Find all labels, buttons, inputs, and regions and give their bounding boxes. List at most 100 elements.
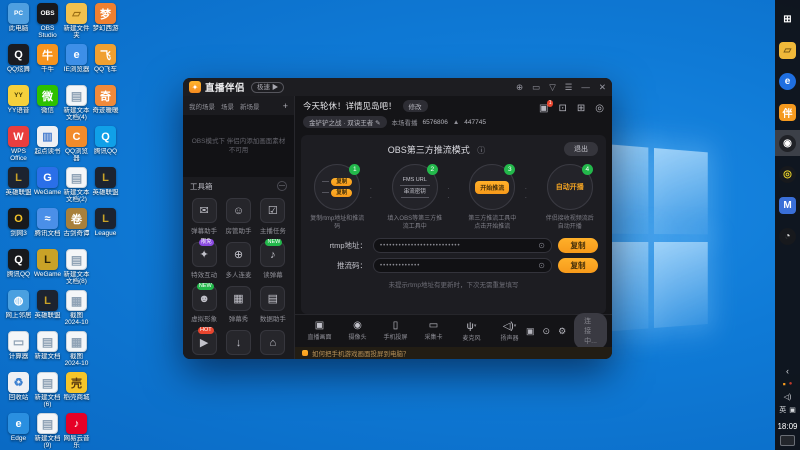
record-icon[interactable]: ▣ (526, 325, 535, 336)
taskbar-clock[interactable]: 18:09 (777, 422, 798, 431)
desktop-icon[interactable]: Q 腾讯QQ (4, 248, 33, 289)
toolbar-item[interactable]: ▭ 采集卡 (417, 320, 450, 342)
desktop-icon[interactable]: W WPS Office (4, 125, 33, 166)
tool-item[interactable]: ☺ 房管助手 (221, 198, 255, 235)
tool-item[interactable]: ⊕ 多人连麦 (221, 242, 255, 279)
show-desktop-button[interactable] (780, 435, 795, 446)
desktop-icon[interactable]: ▭ 计算器 (4, 330, 33, 371)
window-titlebar[interactable]: ✦ 直播伴侣 极速 ▶ ⊕ ▭ ▽ ☰ — ✕ (183, 78, 612, 96)
desktop-icon[interactable]: L WeGame (33, 248, 62, 289)
taskbar-app[interactable]: 伴 (775, 99, 800, 125)
add-scene-button[interactable]: + (282, 100, 288, 111)
desktop-icon[interactable]: 奇 奇迹暖暖 (91, 84, 120, 125)
toolbar-item[interactable]: ▣ 直播画面 (303, 320, 336, 342)
taskbar-app[interactable]: ◎ (775, 161, 800, 187)
copy-key-button[interactable]: 复制 (558, 258, 598, 273)
tool-item[interactable]: ☑ 主播任务 (256, 198, 290, 235)
desktop-icon[interactable]: ▤ 新建文本文档(4) (62, 84, 91, 125)
desktop-icon[interactable]: 梦 梦幻西游 (91, 2, 120, 43)
desktop-icon[interactable]: G WeGame (33, 166, 62, 207)
input-language-indicator[interactable]: 英 (779, 406, 787, 414)
desktop-icon[interactable]: 卷 古剑奇谭 (62, 207, 91, 248)
exit-obs-mode-button[interactable]: 退出 (564, 142, 598, 156)
desktop-icon[interactable]: O 剑网3 (4, 207, 33, 248)
stream-key-input[interactable]: ••••••••••••• ⊙ (373, 258, 552, 273)
desktop-icon[interactable]: L 英雄联盟 (33, 289, 62, 330)
desktop-icon[interactable]: Q 腾讯QQ (91, 125, 120, 166)
tool-item[interactable]: ✉ 弹幕助手 (187, 198, 221, 235)
show-password-icon[interactable]: ⊙ (538, 241, 545, 250)
tool-item[interactable]: ☻ NEW 虚拟形象 (187, 283, 221, 323)
connect-status-button[interactable]: 连接中... (574, 313, 607, 349)
desktop-icon[interactable]: C QQ浏览器 (62, 125, 91, 166)
tool-item[interactable]: ⌂ 活动中心 (256, 330, 290, 359)
desktop-icon[interactable]: e Edge (4, 412, 33, 450)
desktop-icon[interactable]: PC 此电脑 (4, 2, 33, 43)
toolbar-item[interactable]: ◉ 摄像头 (341, 320, 374, 342)
tip-text[interactable]: 如何把手机游戏画面投屏到电脑？ (312, 351, 410, 358)
desktop-icon[interactable]: e IE浏览器 (62, 43, 91, 84)
taskbar-app[interactable]: ◔ (775, 223, 800, 249)
desktop-icon[interactable]: ▤ 新建文档(9) (33, 412, 62, 450)
tool-item[interactable]: ✦ 限免 特效互动 (187, 239, 221, 279)
desktop-icon[interactable]: ▤ 新建文本文档(8) (62, 248, 91, 289)
titlebar-icon[interactable]: — (581, 82, 590, 92)
scene-tab[interactable]: 我的场景 (189, 103, 215, 111)
taskbar-app[interactable]: M (775, 192, 800, 218)
taskbar-app[interactable]: e (775, 68, 800, 94)
settings-gear-icon[interactable]: ⚙ (558, 325, 567, 336)
toolbar-item[interactable]: ◁)▾ 扬声器 (493, 320, 526, 342)
desktop-icon[interactable]: ▦ 截图2024-10 (62, 289, 91, 330)
tray-grid-icon[interactable]: ▣ (789, 406, 796, 414)
tray-app2-icon[interactable]: ● (788, 380, 793, 387)
titlebar-icon[interactable]: ▭ (532, 82, 541, 92)
desktop-icon[interactable]: ◍ 网上邻居 (4, 289, 33, 330)
edit-room-button[interactable]: 修改 (402, 100, 428, 112)
desktop-icon[interactable]: ▤ 新建文档(6) (33, 371, 62, 412)
tool-item[interactable]: ▦ 弹幕秀 (221, 286, 255, 323)
desktop-icon[interactable]: ≈ 腾讯文档 (33, 207, 62, 248)
desktop-icon[interactable]: L 英雄联盟 (4, 166, 33, 207)
volume-icon[interactable]: ◁) (783, 393, 792, 401)
titlebar-icon[interactable]: ✕ (598, 82, 606, 92)
taskbar-app[interactable]: ▱ (775, 37, 800, 63)
tool-item[interactable]: ♪ NEW 读弹幕 (256, 239, 290, 279)
desktop-icon[interactable]: ♪ 网易云音乐 (62, 412, 91, 450)
header-icon[interactable]: ▣ 1 (539, 100, 554, 114)
desktop-icon[interactable]: ♻ 回收站 (4, 371, 33, 412)
header-icon[interactable]: ⊡ (558, 103, 567, 114)
header-icon[interactable]: ⊞ (576, 103, 586, 114)
header-icon[interactable]: ◎ (595, 103, 604, 114)
desktop-icon[interactable]: L League (91, 207, 120, 248)
tool-item[interactable]: ▶ HOT 玩法中心 (187, 327, 221, 359)
desktop-icon[interactable]: OBS OBS Studio (33, 2, 62, 43)
tool-item[interactable]: ▤ 数据助手 (256, 286, 290, 323)
rtmp-url-input[interactable]: •••••••••••••••••••••••••• ⊙ (373, 238, 552, 253)
titlebar-icon[interactable]: ☰ (564, 82, 573, 92)
scene-tab[interactable]: 场景 (221, 103, 234, 111)
toolbar-item[interactable]: ▯ 手机投屏 (379, 320, 412, 342)
desktop-icon[interactable]: 牛 千牛 (33, 43, 62, 84)
desktop-icon[interactable]: ▥ 起点读书 (33, 125, 62, 166)
taskbar-app[interactable]: ⊞ (775, 6, 800, 32)
desktop-icon[interactable]: ▦ 截图2024-10 (62, 330, 91, 371)
show-password-icon[interactable]: ⊙ (538, 261, 545, 270)
tool-item[interactable]: ↓ 素材下载 (221, 330, 255, 359)
tray-chevron-icon[interactable]: ‹ (786, 365, 789, 376)
desktop-icon[interactable]: 壳 稻壳商城 (62, 371, 91, 412)
tray-app1-icon[interactable]: ▪ (782, 378, 786, 389)
title-version-badge[interactable]: 极速 ▶ (251, 81, 285, 93)
desktop-icon[interactable]: Q QQ炫舞 (4, 43, 33, 84)
desktop-icon[interactable]: YY YY语音 (4, 84, 33, 125)
toolbox-collapse-button[interactable]: — (277, 181, 287, 191)
desktop-icon[interactable]: ▤ 新建文档 (33, 330, 62, 371)
desktop-icon[interactable]: 飞 QQ飞车 (91, 43, 120, 84)
desktop-icon[interactable]: L 英雄联盟 (91, 166, 120, 207)
taskbar-app[interactable]: ◉ (775, 130, 800, 156)
titlebar-icon[interactable]: ⊕ (516, 82, 524, 92)
info-icon[interactable]: ⓘ (477, 146, 486, 155)
desktop-icon[interactable]: ▤ 新建文本文档(2) (62, 166, 91, 207)
copy-rtmp-button[interactable]: 复制 (558, 238, 598, 253)
desktop-icon[interactable]: ▱ 新建文件夹 (62, 2, 91, 43)
toolbar-item[interactable]: ψ▾ 麦克风 (455, 320, 488, 342)
